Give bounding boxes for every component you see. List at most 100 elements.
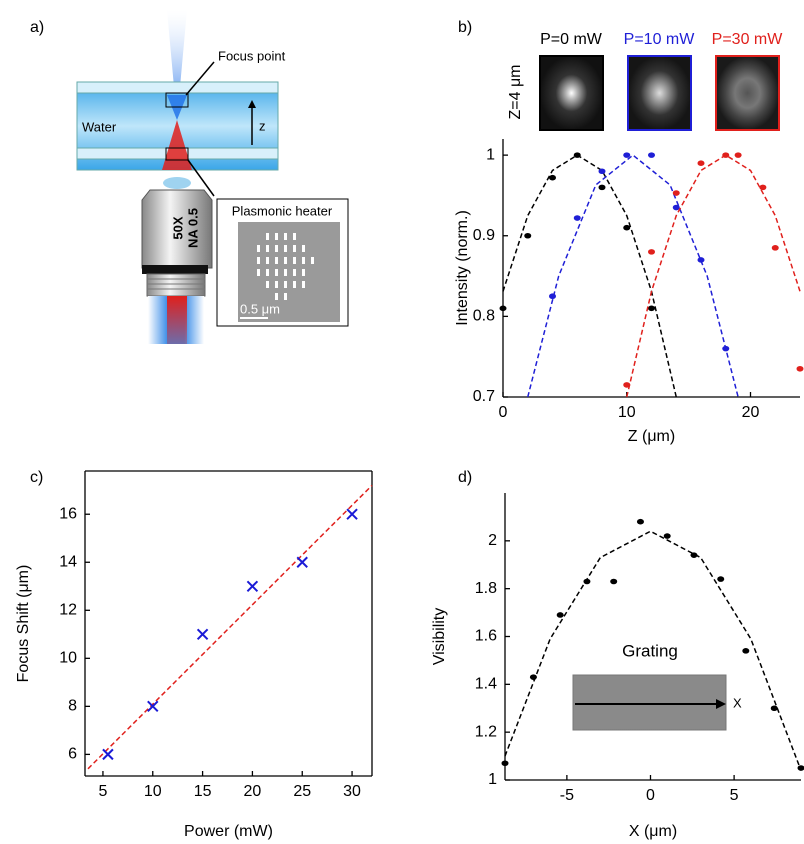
point bbox=[556, 612, 564, 618]
panel-label: b) bbox=[458, 19, 472, 36]
fit-line bbox=[527, 154, 739, 398]
lens bbox=[163, 177, 191, 189]
point bbox=[610, 578, 618, 585]
point bbox=[734, 152, 742, 158]
water-label: Water bbox=[82, 119, 117, 134]
objective bbox=[141, 189, 213, 269]
objective-na: NA 0.5 bbox=[185, 208, 200, 248]
z-label: z bbox=[259, 118, 266, 133]
blue-beam bbox=[167, 10, 187, 120]
legend-label: P=10 mW bbox=[624, 31, 696, 48]
fit-line bbox=[87, 484, 373, 770]
x-tick-label: 5 bbox=[98, 783, 107, 800]
point bbox=[524, 232, 532, 239]
fit-line bbox=[626, 154, 801, 398]
x-axis-title: Power (mW) bbox=[184, 823, 273, 840]
point bbox=[796, 365, 804, 372]
point bbox=[663, 533, 671, 539]
z-arrowhead bbox=[248, 100, 256, 108]
point bbox=[296, 556, 308, 568]
y-tick-label: 12 bbox=[59, 602, 77, 619]
y-tick-label: 1 bbox=[486, 146, 495, 163]
grating-image bbox=[572, 674, 727, 731]
x-tick-label: 5 bbox=[730, 787, 739, 804]
point bbox=[759, 184, 767, 191]
point bbox=[598, 168, 606, 175]
point bbox=[573, 215, 581, 221]
point bbox=[697, 160, 705, 166]
point bbox=[717, 576, 725, 582]
point bbox=[690, 552, 698, 558]
point bbox=[722, 152, 730, 158]
annotation: Grating bbox=[622, 641, 678, 660]
heater-title: Plasmonic heater bbox=[232, 203, 333, 218]
x-tick-label: 25 bbox=[293, 783, 311, 800]
y-tick-label: 0.7 bbox=[473, 388, 495, 405]
pointer bbox=[185, 61, 215, 96]
x-axis-title: Z (μm) bbox=[628, 428, 675, 445]
y-tick-label: 16 bbox=[59, 505, 77, 522]
point bbox=[573, 152, 581, 158]
annotation: Z=4 μm bbox=[507, 64, 524, 119]
point bbox=[623, 224, 631, 231]
grating-arrowhead bbox=[716, 699, 726, 709]
point bbox=[672, 190, 680, 196]
focus-box bbox=[165, 92, 189, 108]
glass-top bbox=[76, 81, 279, 94]
objective-thread bbox=[146, 273, 206, 297]
point bbox=[672, 204, 680, 211]
y-axis-title: Visibility bbox=[431, 608, 448, 666]
y-tick-label: 1 bbox=[488, 771, 497, 788]
y-tick-label: 0.8 bbox=[473, 308, 495, 325]
x-axis-title: X (μm) bbox=[629, 823, 677, 840]
y-tick-label: 14 bbox=[59, 553, 77, 570]
point bbox=[499, 305, 507, 312]
point bbox=[501, 760, 509, 767]
spot-image bbox=[539, 55, 604, 131]
point bbox=[346, 508, 358, 520]
point bbox=[623, 152, 631, 158]
point bbox=[770, 705, 778, 712]
y-tick-label: 1.2 bbox=[475, 723, 497, 740]
fit-line bbox=[502, 154, 677, 398]
x-tick-label: -5 bbox=[560, 787, 574, 804]
point bbox=[797, 765, 804, 771]
y-tick-label: 10 bbox=[59, 650, 77, 667]
y-tick-label: 1.6 bbox=[475, 628, 497, 645]
legend-label: P=30 mW bbox=[712, 31, 784, 48]
x-tick-label: 0 bbox=[499, 404, 508, 421]
x-tick-label: 15 bbox=[194, 783, 212, 800]
point bbox=[583, 578, 591, 585]
y-tick-label: 2 bbox=[488, 532, 497, 549]
point bbox=[742, 648, 750, 654]
point bbox=[196, 628, 209, 641]
x-tick-label: 10 bbox=[618, 404, 636, 421]
point bbox=[246, 580, 259, 592]
y-axis-title: Focus Shift (μm) bbox=[15, 565, 32, 683]
spot-image bbox=[627, 55, 692, 131]
red-in bbox=[167, 296, 187, 344]
point bbox=[102, 748, 114, 761]
y-axis-title: Intensity (norm.) bbox=[454, 210, 471, 326]
legend-label: P=0 mW bbox=[540, 31, 603, 48]
thread-lines bbox=[147, 278, 205, 290]
x-tick-label: 20 bbox=[244, 783, 262, 800]
scale-label: 0.5 μm bbox=[240, 301, 280, 316]
spot-image bbox=[715, 55, 780, 131]
point bbox=[648, 152, 655, 158]
y-tick-label: 8 bbox=[68, 698, 77, 715]
point bbox=[722, 345, 730, 352]
y-tick-label: 1.4 bbox=[475, 676, 497, 693]
point bbox=[147, 700, 159, 713]
red-cone bbox=[162, 120, 192, 170]
focus-label: Focus point bbox=[218, 48, 286, 63]
panel-label: d) bbox=[458, 469, 472, 486]
point bbox=[549, 293, 556, 300]
x-tick-label: 30 bbox=[343, 783, 361, 800]
x-tick-label: 0 bbox=[646, 787, 655, 804]
inset-axis-label: X bbox=[733, 695, 742, 710]
x-tick-label: 20 bbox=[742, 404, 760, 421]
y-tick-label: 0.9 bbox=[473, 227, 495, 244]
objective-band bbox=[142, 265, 208, 274]
